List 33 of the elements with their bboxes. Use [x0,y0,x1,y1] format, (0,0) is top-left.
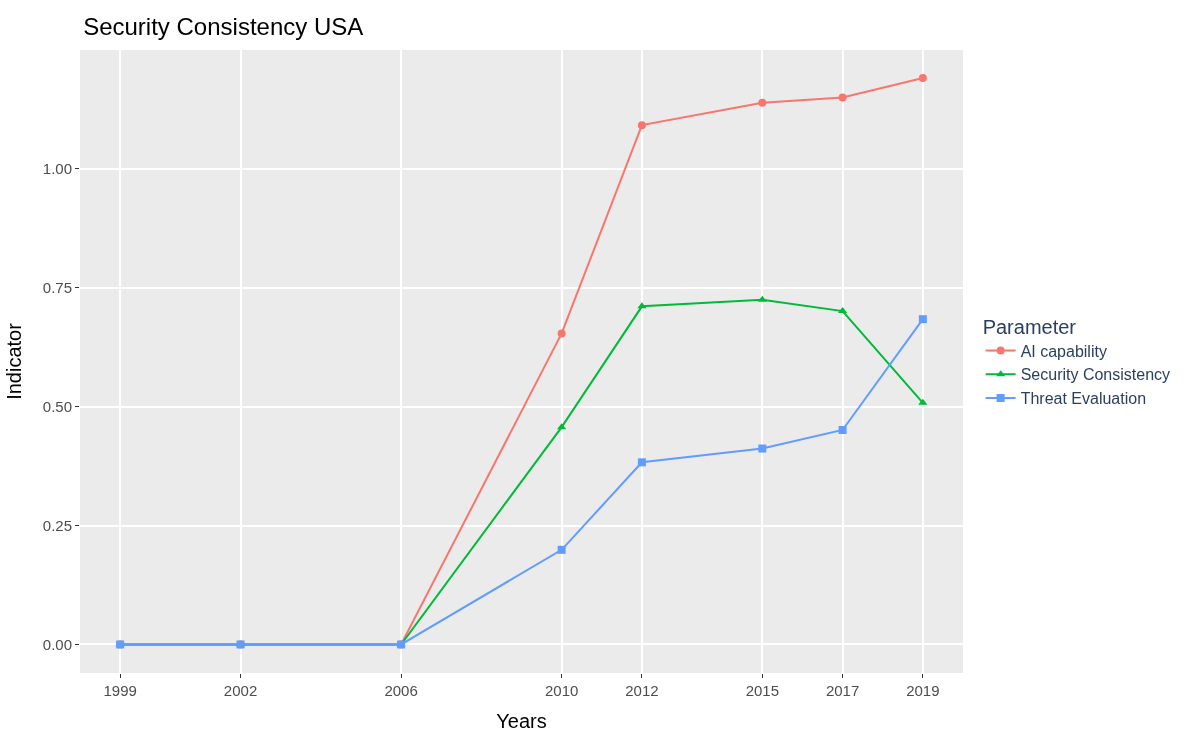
point [757,295,767,302]
y-tick-label: 0.25 [42,516,72,534]
y-tick-label: 0.00 [42,635,72,653]
x-tick-label: 2019 [906,682,940,699]
y-tick-label: 0.75 [42,279,72,297]
legend-label: AI capability [1020,342,1107,360]
x-tick-label: 2015 [745,682,780,699]
y-tick-label: 0.50 [42,397,72,415]
x-tick-label: 2010 [544,682,579,699]
point [918,74,927,83]
legend-label: Threat Evaluation [1020,390,1147,408]
point [838,93,847,102]
x-tick-label: 2017 [825,682,860,699]
point [637,121,646,130]
chart-title: Security Consistency USA [83,13,364,41]
point [557,423,567,430]
point [637,458,646,467]
x-tick-label: 2002 [223,682,258,699]
legend-label: Security Consistency [1020,366,1171,384]
x-axis-title: Years [496,709,547,732]
point [918,398,928,405]
point [758,98,767,107]
point [838,425,847,434]
x-tick-label: 1999 [103,682,137,699]
y-axis-title: Indicator [3,322,26,400]
x-tick-label: 2012 [625,682,659,699]
y-tick-label: 1.00 [42,160,72,178]
point [557,329,566,338]
point [918,315,927,324]
point [758,444,767,453]
point [557,545,566,554]
legend-title: Parameter [982,315,1077,338]
x-tick-label: 2006 [384,682,418,699]
